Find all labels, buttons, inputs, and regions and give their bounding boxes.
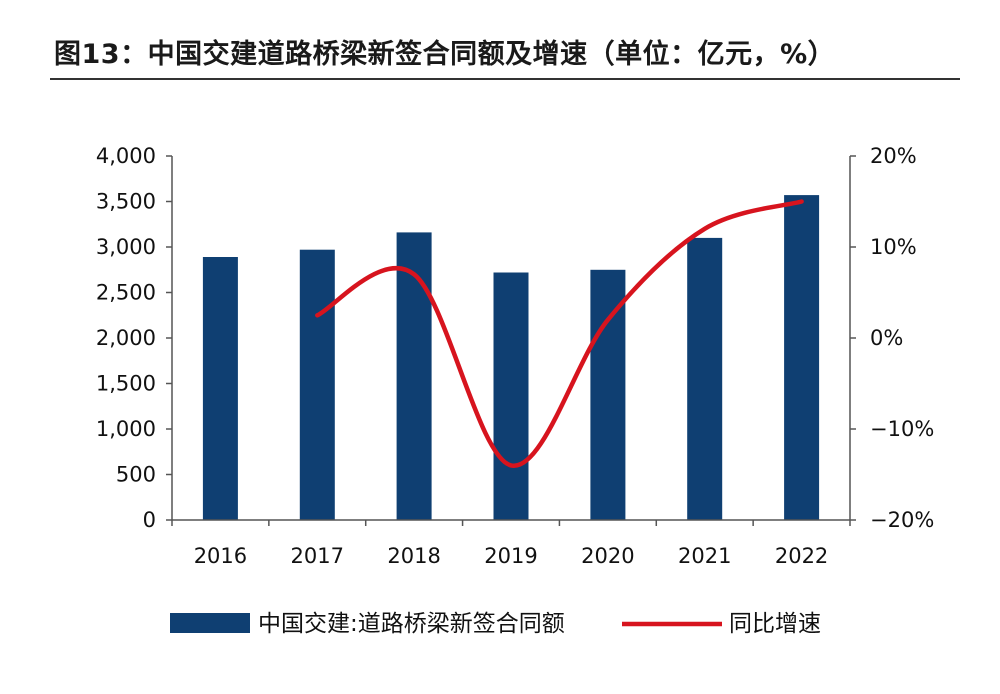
- left-tick-label: 3,000: [96, 235, 156, 259]
- x-tick-label: 2017: [291, 544, 344, 568]
- left-axis-ticks: 0 500 1,000 1,500 2,000 2,500 3,000 3,500 4,000: [96, 144, 172, 532]
- bar-2018: [396, 232, 432, 520]
- growth-rate-line: [315, 199, 804, 468]
- bar-series: [202, 195, 820, 521]
- left-tick-label: 500: [116, 463, 156, 487]
- x-axis-ticks: 2016 2017 2018 2019 2020 2021 2022: [171, 520, 851, 568]
- bar-2022: [784, 195, 820, 520]
- figure-title: 图13：中国交建道路桥梁新签合同额及增速（单位：亿元，%）: [54, 39, 836, 70]
- bar-2016: [202, 257, 238, 520]
- x-tick-label: 2019: [484, 544, 537, 568]
- right-tick-label: 10%: [870, 235, 917, 259]
- left-tick-label: 3,500: [96, 190, 156, 214]
- title-underline: [50, 78, 960, 80]
- x-tick-label: 2018: [387, 544, 440, 568]
- legend-label-line: 同比增速: [729, 611, 821, 637]
- legend-swatch-bar: [170, 613, 250, 633]
- bar-2020: [590, 269, 626, 521]
- left-tick-label: 2,000: [96, 326, 156, 350]
- legend: 中国交建:道路桥梁新签合同额 同比增速: [170, 611, 821, 637]
- bar-2017: [299, 249, 335, 520]
- left-tick-label: 2,500: [96, 281, 156, 305]
- left-tick-label: 1,500: [96, 372, 156, 396]
- x-tick-label: 2021: [678, 544, 731, 568]
- x-tick-label: 2022: [775, 544, 828, 568]
- left-tick-label: 0: [143, 508, 156, 532]
- x-tick-label: 2016: [194, 544, 247, 568]
- left-tick-label: 4,000: [96, 144, 156, 168]
- left-tick-label: 1,000: [96, 417, 156, 441]
- right-tick-label: −20%: [870, 508, 934, 532]
- bar-2019: [493, 272, 529, 520]
- right-tick-label: −10%: [870, 417, 934, 441]
- right-tick-label: 20%: [870, 144, 917, 168]
- right-tick-label: 0%: [870, 326, 903, 350]
- x-tick-label: 2020: [581, 544, 634, 568]
- bar-2021: [687, 237, 723, 520]
- legend-label-bar: 中国交建:道路桥梁新签合同额: [258, 611, 565, 637]
- right-axis-ticks: −20% −10% 0% 10% 20%: [850, 144, 934, 532]
